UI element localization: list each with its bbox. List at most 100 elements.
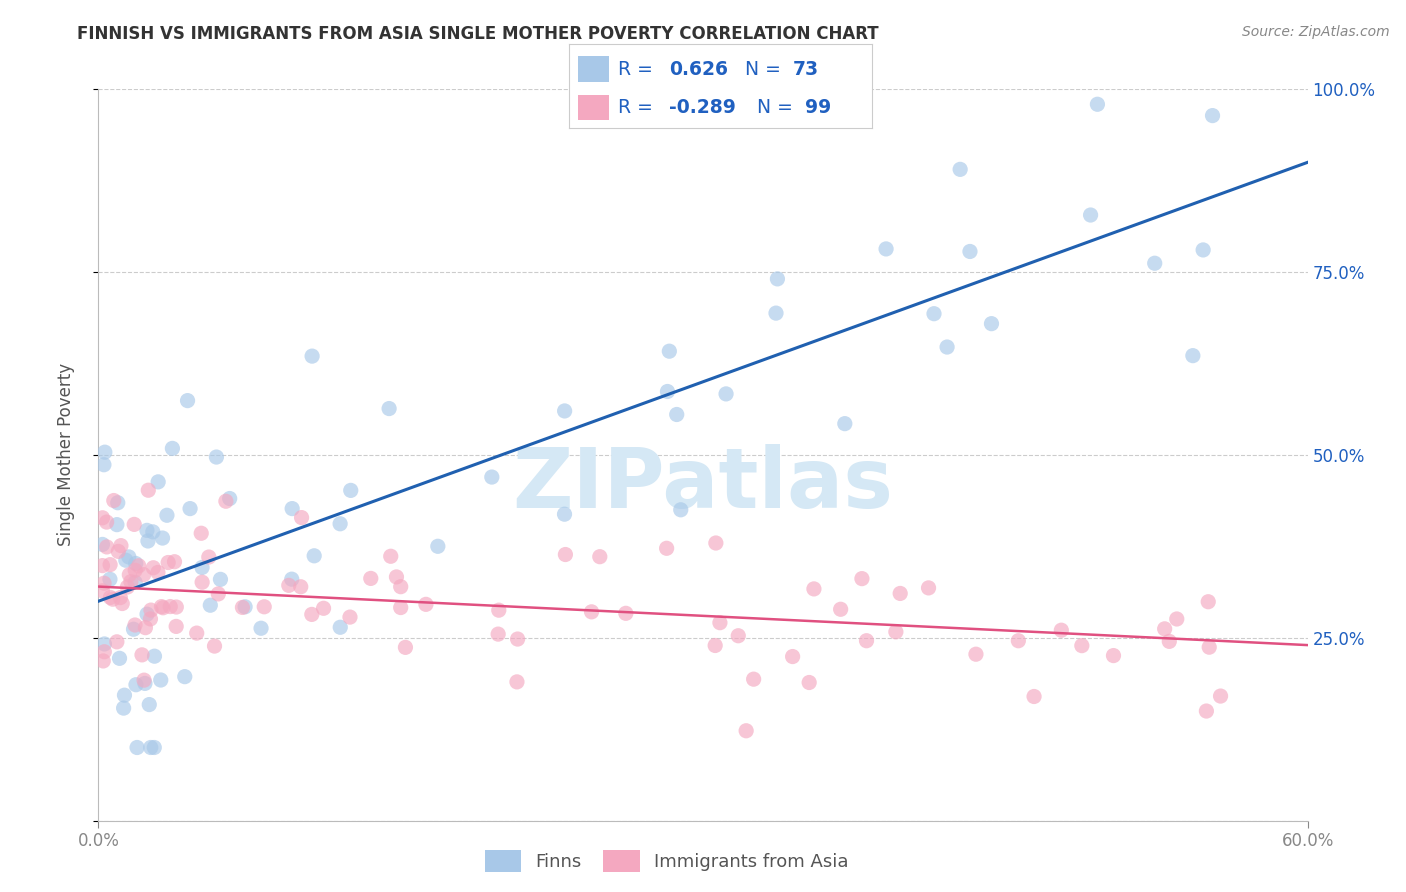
Point: [889, 586, 911, 600]
Point: [1195, 704, 1218, 718]
Point: [233, 599, 256, 614]
Point: [657, 384, 679, 399]
Point: [105, 517, 128, 532]
Point: [290, 580, 312, 594]
Point: [1007, 633, 1029, 648]
Point: [98, 558, 121, 572]
Point: [91, 537, 114, 551]
Point: [1159, 634, 1181, 648]
Point: [125, 557, 148, 571]
Text: ZIPatlas: ZIPatlas: [513, 443, 893, 524]
Point: [329, 516, 352, 531]
Point: [198, 549, 221, 564]
Point: [281, 501, 304, 516]
Point: [290, 510, 312, 524]
Point: [506, 632, 529, 646]
Point: [138, 698, 160, 712]
Point: [709, 615, 731, 630]
Point: [277, 578, 299, 592]
Point: [1192, 243, 1215, 257]
Point: [765, 306, 787, 320]
Point: [132, 673, 155, 688]
Point: [124, 563, 146, 577]
Point: [173, 670, 195, 684]
Point: [112, 701, 135, 715]
Point: [108, 651, 131, 665]
Point: [204, 639, 226, 653]
Point: [122, 622, 145, 636]
Point: [936, 340, 959, 354]
Point: [94, 445, 117, 459]
Point: [128, 558, 150, 573]
Point: [727, 629, 749, 643]
Text: N =: N =: [745, 60, 786, 78]
Point: [91, 583, 114, 598]
Point: [830, 602, 852, 616]
Point: [301, 349, 323, 363]
Point: [1201, 109, 1223, 123]
Point: [186, 626, 208, 640]
Point: [152, 531, 174, 545]
Point: [118, 567, 141, 582]
Point: [98, 591, 121, 605]
Point: [426, 539, 449, 553]
Point: [799, 675, 821, 690]
Bar: [578, 95, 609, 120]
Point: [149, 673, 172, 687]
Point: [665, 408, 688, 422]
Point: [114, 688, 136, 702]
Point: [176, 393, 198, 408]
Point: [91, 558, 114, 573]
Point: [486, 627, 509, 641]
Point: [150, 599, 173, 614]
Point: [114, 553, 136, 567]
Point: [215, 494, 238, 508]
Point: [312, 601, 335, 615]
Point: [107, 544, 129, 558]
Point: [96, 540, 118, 554]
Text: 73: 73: [793, 60, 820, 78]
Point: [922, 307, 945, 321]
Point: [120, 574, 142, 589]
Point: [481, 470, 503, 484]
Point: [488, 603, 510, 617]
Point: [965, 647, 987, 661]
Point: [704, 639, 727, 653]
Point: [163, 555, 186, 569]
Point: [959, 244, 981, 259]
Point: [156, 508, 179, 523]
Point: [124, 575, 146, 590]
Point: [1181, 349, 1204, 363]
Point: [658, 344, 681, 359]
Text: 99: 99: [806, 98, 831, 117]
Point: [191, 575, 214, 590]
Text: N =: N =: [756, 98, 799, 117]
Point: [851, 572, 873, 586]
Point: [231, 600, 253, 615]
Point: [131, 648, 153, 662]
Text: R =: R =: [617, 98, 658, 117]
Point: [93, 645, 115, 659]
Point: [122, 517, 145, 532]
Point: [506, 674, 529, 689]
Point: [165, 600, 187, 615]
Point: [742, 672, 765, 686]
Point: [157, 556, 180, 570]
Point: [301, 607, 323, 622]
Point: [179, 501, 201, 516]
Point: [93, 458, 115, 472]
Point: [103, 493, 125, 508]
Point: [339, 483, 361, 498]
Point: [1153, 622, 1175, 636]
Point: [803, 582, 825, 596]
Point: [139, 740, 162, 755]
Point: [136, 607, 159, 622]
Point: [105, 635, 128, 649]
Point: [124, 618, 146, 632]
Point: [766, 272, 789, 286]
Point: [589, 549, 612, 564]
Point: [110, 539, 132, 553]
Point: [190, 526, 212, 541]
Point: [1022, 690, 1045, 704]
Point: [110, 591, 132, 605]
